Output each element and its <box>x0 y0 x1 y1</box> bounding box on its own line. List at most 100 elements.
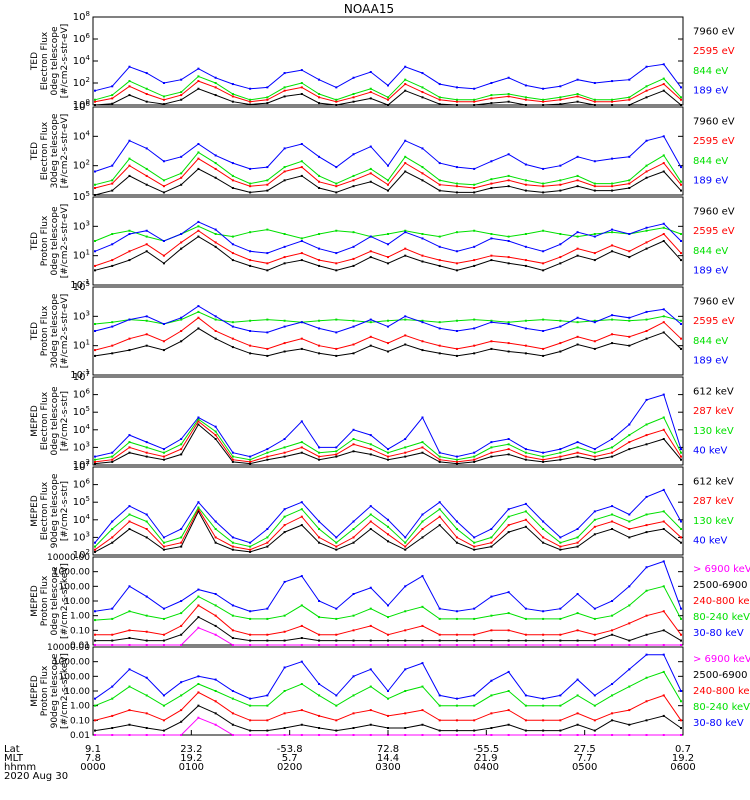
data-point <box>111 639 114 642</box>
data-point <box>473 245 476 248</box>
data-point <box>662 240 665 242</box>
data-point <box>352 675 355 678</box>
data-point <box>266 451 269 454</box>
data-point <box>352 76 355 79</box>
data-point <box>421 147 424 150</box>
data-point <box>628 536 631 539</box>
data-point <box>628 335 631 338</box>
data-point <box>473 607 476 610</box>
data-point <box>542 528 545 531</box>
y-tick-label: 106 <box>73 100 91 113</box>
data-point <box>507 734 510 736</box>
data-point <box>524 98 527 101</box>
data-point <box>421 96 424 99</box>
data-point <box>507 443 510 446</box>
data-point <box>231 548 234 551</box>
data-point <box>387 690 389 692</box>
data-point <box>352 93 355 95</box>
data-point <box>438 694 441 697</box>
data-point <box>611 683 614 686</box>
legend-entry: 844 eV <box>693 156 728 167</box>
data-point <box>455 719 458 722</box>
data-point <box>266 729 269 732</box>
series-line-30-80-kev <box>94 654 682 700</box>
data-point <box>490 259 493 262</box>
y-tick-exponent: 1 <box>86 249 90 257</box>
data-point <box>404 712 407 715</box>
data-point <box>542 451 545 454</box>
data-point <box>524 319 527 322</box>
data-point <box>145 333 148 336</box>
data-point <box>662 694 665 697</box>
y-tick-label: 10000.00 <box>47 643 90 653</box>
data-point <box>404 65 407 68</box>
data-point <box>593 617 596 620</box>
data-point <box>300 240 303 242</box>
data-point <box>455 610 458 613</box>
data-point <box>662 528 665 531</box>
data-point <box>249 191 252 194</box>
data-point <box>318 78 321 81</box>
data-point <box>593 319 596 322</box>
data-point <box>507 76 510 79</box>
data-point <box>645 310 648 313</box>
data-point <box>318 327 321 330</box>
data-point <box>455 528 458 531</box>
data-point <box>490 536 493 539</box>
data-point <box>352 174 355 177</box>
data-point <box>128 229 131 232</box>
data-point <box>214 520 217 523</box>
data-point <box>473 455 476 458</box>
data-point <box>162 633 165 636</box>
x-tick-mlt: 7.7 <box>577 753 593 764</box>
data-point <box>128 723 131 726</box>
data-point <box>266 455 269 458</box>
data-point <box>197 310 200 313</box>
y-axis-label-line: 0deg telescope <box>50 206 60 276</box>
series-line-612-kev <box>94 423 682 465</box>
data-point <box>335 185 338 188</box>
data-point <box>300 709 303 712</box>
data-point <box>231 83 234 86</box>
data-point <box>490 545 493 548</box>
data-point <box>576 174 579 177</box>
data-point <box>111 182 114 185</box>
data-point <box>404 455 407 458</box>
data-point <box>387 96 389 99</box>
data-point <box>180 624 183 627</box>
data-point <box>94 729 96 732</box>
data-point <box>162 349 165 352</box>
data-point <box>611 719 614 722</box>
data-point <box>94 734 96 736</box>
data-point <box>335 98 338 101</box>
x-tick-lat: 9.1 <box>85 744 101 755</box>
legend-entry: 7960 eV <box>693 207 735 218</box>
data-point <box>197 626 200 629</box>
data-point <box>645 633 648 636</box>
data-point <box>404 438 407 441</box>
data-point <box>662 226 665 229</box>
data-point <box>300 604 303 607</box>
data-point <box>335 252 338 255</box>
data-point <box>455 231 458 234</box>
y-axis-label-line: Proton Flux <box>40 665 50 716</box>
data-point <box>352 325 355 328</box>
data-point <box>369 505 372 508</box>
data-point <box>335 100 338 103</box>
data-point <box>490 694 493 697</box>
data-point <box>576 545 579 548</box>
data-point <box>680 719 682 722</box>
data-point <box>490 727 493 730</box>
data-point <box>318 694 321 697</box>
y-tick-exponent: 4 <box>86 423 91 431</box>
y-tick-label: 103 <box>73 219 90 232</box>
data-point <box>645 226 648 229</box>
data-point <box>318 458 321 461</box>
data-point <box>369 734 372 736</box>
data-point <box>231 346 234 349</box>
data-point <box>283 531 286 534</box>
data-point <box>145 639 148 642</box>
data-point <box>576 78 579 81</box>
legend-entry: 30-80 keV <box>693 628 744 639</box>
data-point <box>387 518 389 521</box>
